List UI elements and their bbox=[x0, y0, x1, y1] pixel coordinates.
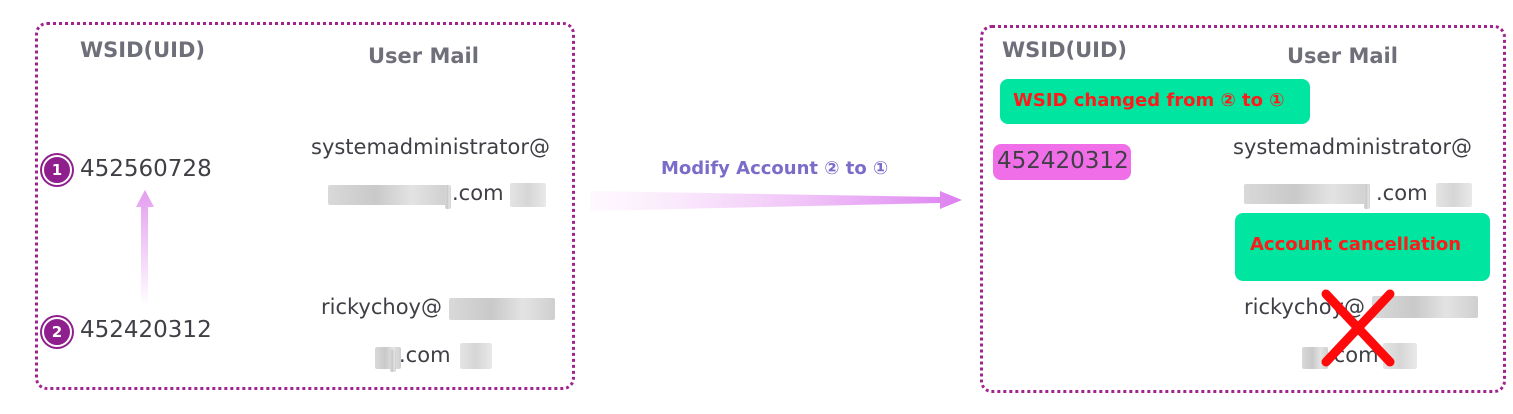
left-mail-header: User Mail bbox=[368, 44, 479, 68]
left-mail-1-line1: systemadministrator@ bbox=[311, 135, 550, 159]
badge-1: 1 bbox=[42, 155, 72, 185]
left-uid-1: 452560728 bbox=[80, 156, 212, 182]
redacted-domain-tick bbox=[445, 185, 451, 209]
right-uid: 452420312 bbox=[993, 144, 1131, 180]
redacted-domain bbox=[1302, 347, 1328, 369]
left-mail-2-line1: rickychoy@ bbox=[321, 295, 442, 319]
left-mail-1-line2: .com bbox=[452, 181, 504, 205]
left-uid-header: WSID(UID) bbox=[80, 38, 206, 62]
left-mail-2-line2: .com bbox=[399, 343, 451, 367]
badge-2: 2 bbox=[42, 317, 72, 347]
right-mail-header: User Mail bbox=[1287, 44, 1398, 68]
redacted-domain-tick bbox=[390, 350, 396, 372]
account-cancellation-label: Account cancellation bbox=[1235, 213, 1490, 281]
right-mail-1-line2: .com bbox=[1376, 181, 1428, 205]
redacted-suffix bbox=[1436, 183, 1472, 207]
right-mail-1-line1: systemadministrator@ bbox=[1233, 135, 1472, 159]
redacted-suffix bbox=[510, 183, 546, 207]
redacted-domain bbox=[449, 298, 555, 320]
redacted-domain bbox=[1372, 296, 1478, 318]
left-uid-2: 452420312 bbox=[80, 317, 212, 343]
modify-account-label: Modify Account ② to ① bbox=[661, 158, 889, 179]
redacted-domain-tick bbox=[1364, 185, 1370, 209]
redacted-domain bbox=[1244, 184, 1370, 204]
right-panel bbox=[980, 25, 1506, 393]
arrow-right-icon bbox=[590, 191, 962, 211]
wsid-changed-label: WSID changed from ② to ① bbox=[1000, 79, 1310, 124]
redacted-domain bbox=[328, 185, 448, 205]
red-cross-icon bbox=[1321, 289, 1395, 367]
redacted-suffix bbox=[460, 343, 492, 369]
right-uid-header: WSID(UID) bbox=[1002, 38, 1128, 62]
left-panel bbox=[35, 22, 575, 390]
